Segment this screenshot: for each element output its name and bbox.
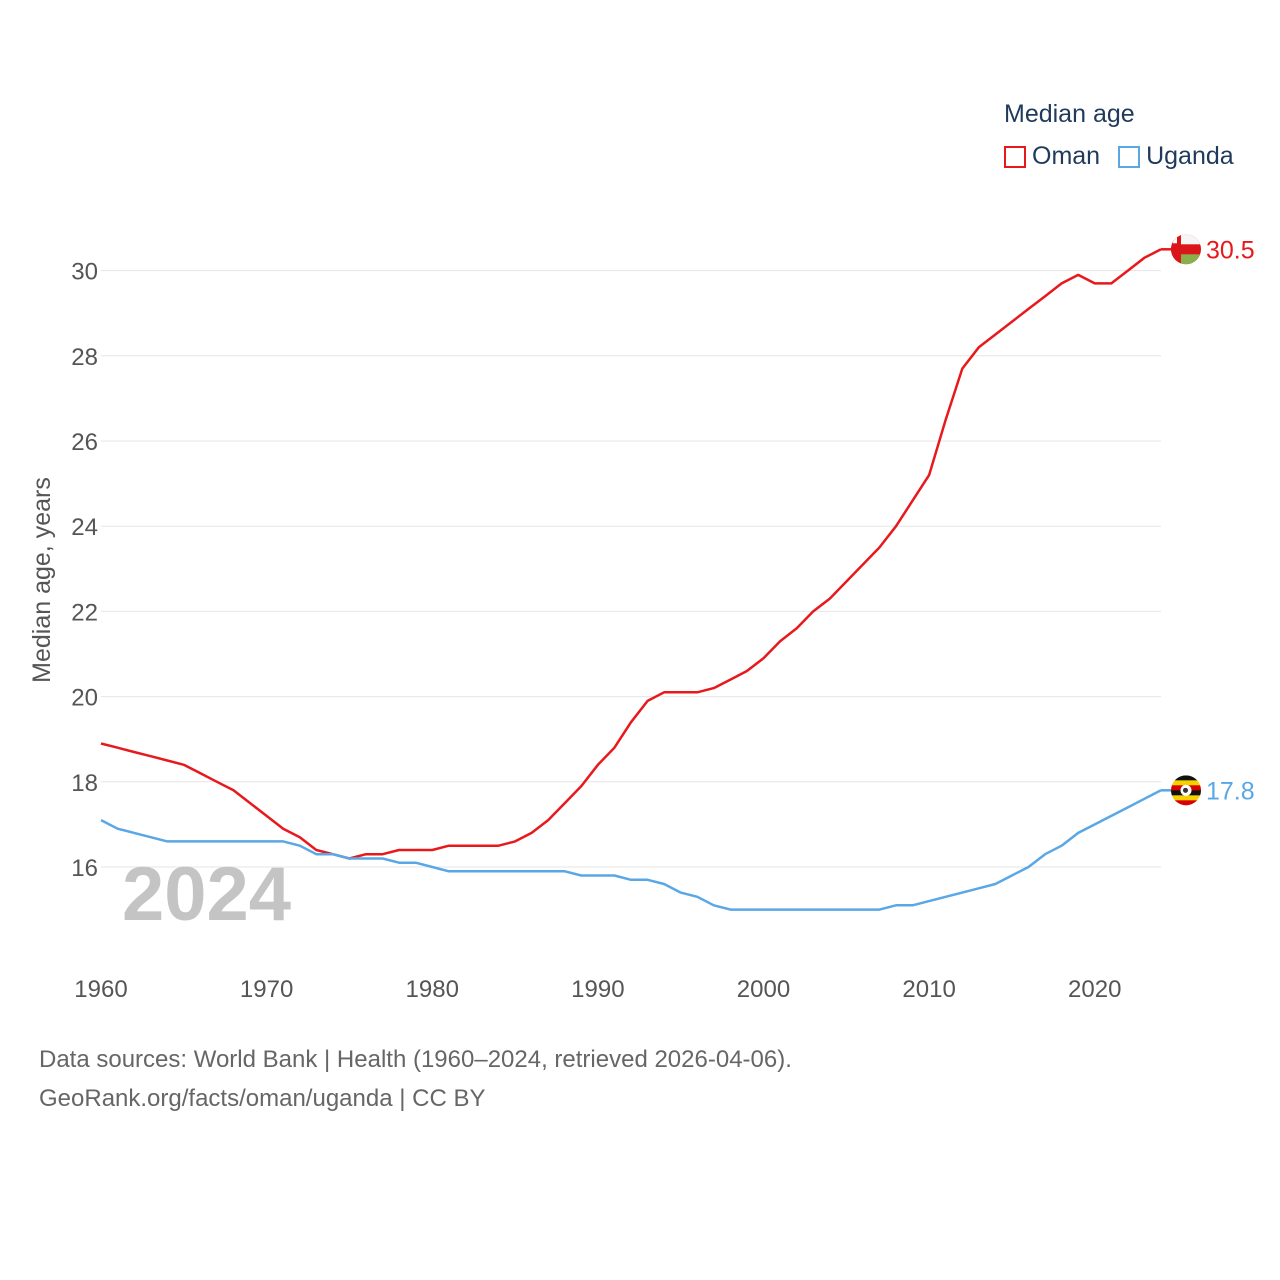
- legend-label-oman: Oman: [1032, 142, 1101, 170]
- legend-item-uganda[interactable]: Uganda: [1118, 142, 1234, 171]
- data-source-text: Data sources: World Bank | Health (1960–…: [39, 1046, 792, 1073]
- x-tick-label: 2000: [737, 976, 790, 1003]
- year-watermark: 2024: [122, 852, 291, 937]
- uganda-flag-icon: [1171, 775, 1201, 806]
- y-tick-label: 24: [71, 514, 98, 541]
- x-tick-label: 1980: [406, 976, 459, 1003]
- series-line-uganda: [100, 789, 1162, 911]
- x-tick-label: 1960: [74, 976, 127, 1003]
- legend-swatch-uganda: [1118, 145, 1141, 168]
- attribution-text: GeoRank.org/facts/oman/uganda | CC BY: [39, 1085, 486, 1112]
- y-axis-ticks: 16 18 20 22 24 26 28 30: [71, 259, 98, 882]
- legend-label-uganda: Uganda: [1146, 142, 1234, 170]
- y-tick-label: 18: [71, 770, 98, 797]
- end-value-label-uganda: 17.8: [1206, 777, 1255, 805]
- y-axis-label: Median age, years: [28, 477, 56, 683]
- oman-flag-icon: [1171, 234, 1201, 265]
- y-tick-label: 28: [71, 344, 98, 371]
- series-line-oman: [100, 248, 1162, 860]
- y-tick-label: 16: [71, 855, 98, 882]
- x-tick-label: 2020: [1068, 976, 1121, 1003]
- end-value-label-oman: 30.5: [1206, 236, 1255, 264]
- y-tick-label: 26: [71, 429, 98, 456]
- x-tick-label: 1970: [240, 976, 293, 1003]
- legend-item-oman[interactable]: Oman: [1004, 142, 1100, 171]
- legend-title: Median age: [1004, 100, 1135, 128]
- y-tick-label: 22: [71, 599, 98, 626]
- y-tick-label: 30: [71, 259, 98, 286]
- x-axis-ticks: 1960 1970 1980 1990 2000 2010 2020: [74, 976, 1121, 1003]
- x-tick-label: 2010: [902, 976, 955, 1003]
- legend: Oman Uganda: [1004, 142, 1234, 171]
- legend-swatch-oman: [1004, 145, 1026, 168]
- y-tick-label: 20: [71, 685, 98, 712]
- x-tick-label: 1990: [571, 976, 624, 1003]
- gridlines: [101, 270, 1161, 868]
